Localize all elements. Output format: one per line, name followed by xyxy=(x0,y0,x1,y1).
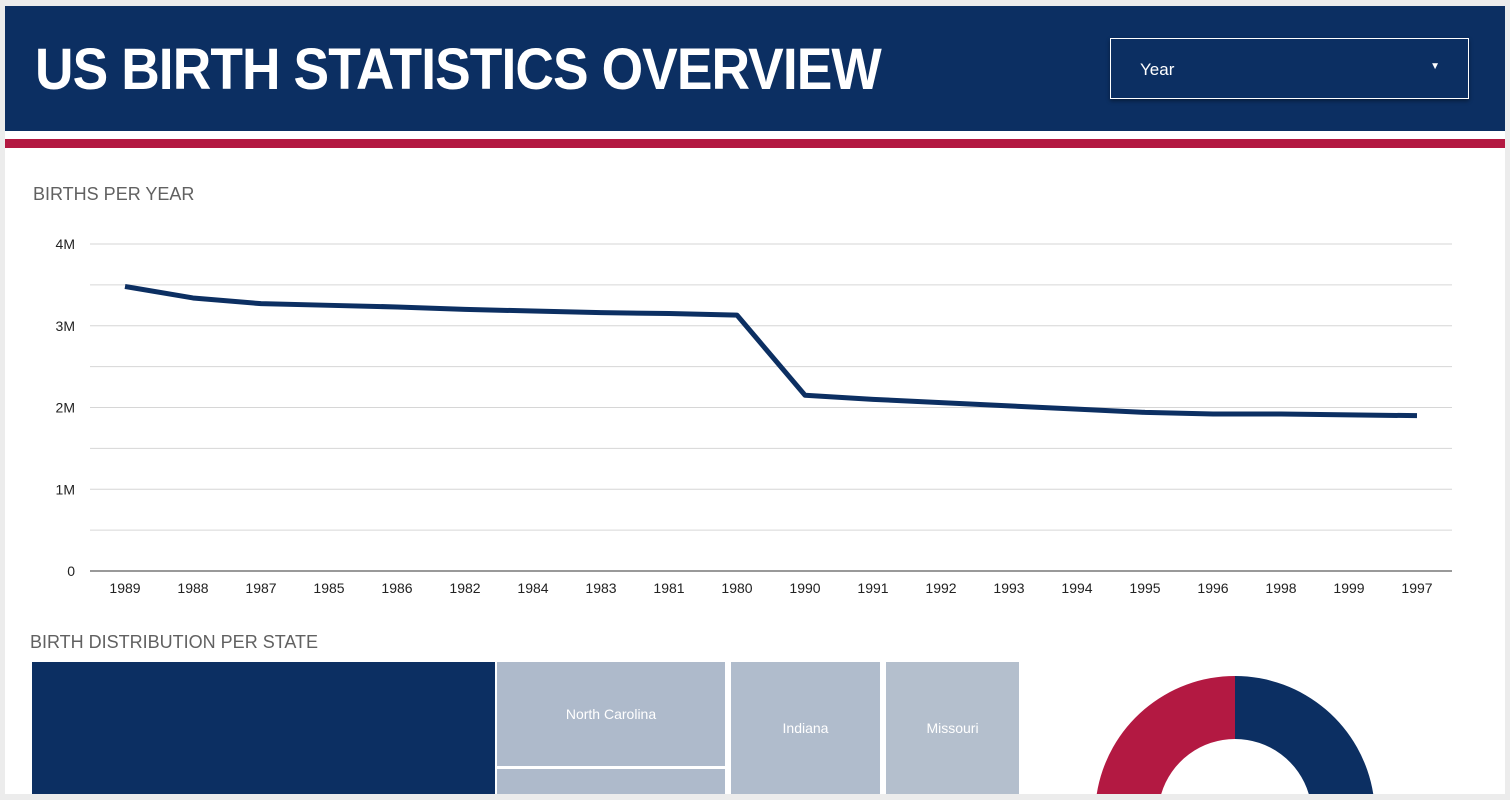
y-tick-label: 2M xyxy=(56,400,75,416)
x-tick-label: 1992 xyxy=(925,580,956,596)
x-tick-label: 1982 xyxy=(449,580,480,596)
year-dropdown-label: Year xyxy=(1140,60,1175,79)
x-tick-label: 1998 xyxy=(1265,580,1296,596)
dashboard-page: US BIRTH STATISTICS OVERVIEW Year ▼ BIRT… xyxy=(5,6,1505,794)
x-tick-label: 1999 xyxy=(1333,580,1364,596)
y-tick-label: 0 xyxy=(67,563,75,579)
red-divider xyxy=(5,139,1505,148)
donut-chart xyxy=(1096,676,1374,794)
x-tick-label: 1991 xyxy=(857,580,888,596)
x-tick-label: 1984 xyxy=(517,580,548,596)
x-tick-label: 1993 xyxy=(993,580,1024,596)
x-tick-label: 1990 xyxy=(789,580,820,596)
year-dropdown[interactable]: Year ▼ xyxy=(1110,38,1469,99)
births-series-line xyxy=(124,284,1418,419)
births-line-chart: 0 1M 2M 3M 4M 1989 1988 1987 1985 1986 1982 1984 198… xyxy=(56,236,1452,596)
donut-slice xyxy=(1235,676,1374,794)
chevron-down-icon: ▼ xyxy=(1430,61,1440,72)
donut-slice xyxy=(1096,676,1235,794)
x-tick-label: 1981 xyxy=(653,580,684,596)
x-tick-label: 1994 xyxy=(1061,580,1092,596)
x-tick-label: 1980 xyxy=(721,580,752,596)
header-banner: US BIRTH STATISTICS OVERVIEW Year ▼ xyxy=(5,6,1505,131)
page-title: US BIRTH STATISTICS OVERVIEW xyxy=(35,37,882,102)
treemap-tile-north-carolina[interactable]: North Carolina xyxy=(497,662,725,766)
treemap-tile[interactable] xyxy=(497,769,725,794)
treemap-tile[interactable] xyxy=(32,662,495,794)
y-tick-label: 3M xyxy=(56,318,75,334)
x-tick-label: 1997 xyxy=(1401,580,1432,596)
treemap-tile-indiana[interactable]: Indiana xyxy=(731,662,880,794)
y-tick-label: 1M xyxy=(56,481,75,497)
x-tick-label: 1987 xyxy=(245,580,276,596)
x-tick-label: 1988 xyxy=(177,580,208,596)
x-tick-label: 1986 xyxy=(381,580,412,596)
x-tick-label: 1985 xyxy=(313,580,344,596)
x-tick-label: 1983 xyxy=(585,580,616,596)
x-tick-label: 1989 xyxy=(109,580,140,596)
x-tick-label: 1996 xyxy=(1197,580,1228,596)
x-tick-label: 1995 xyxy=(1129,580,1160,596)
distribution-title: BIRTH DISTRIBUTION PER STATE xyxy=(30,632,319,652)
births-chart-title: BIRTHS PER YEAR xyxy=(33,184,195,204)
treemap-tile-missouri[interactable]: Missouri xyxy=(886,662,1019,794)
y-tick-label: 4M xyxy=(56,236,75,252)
